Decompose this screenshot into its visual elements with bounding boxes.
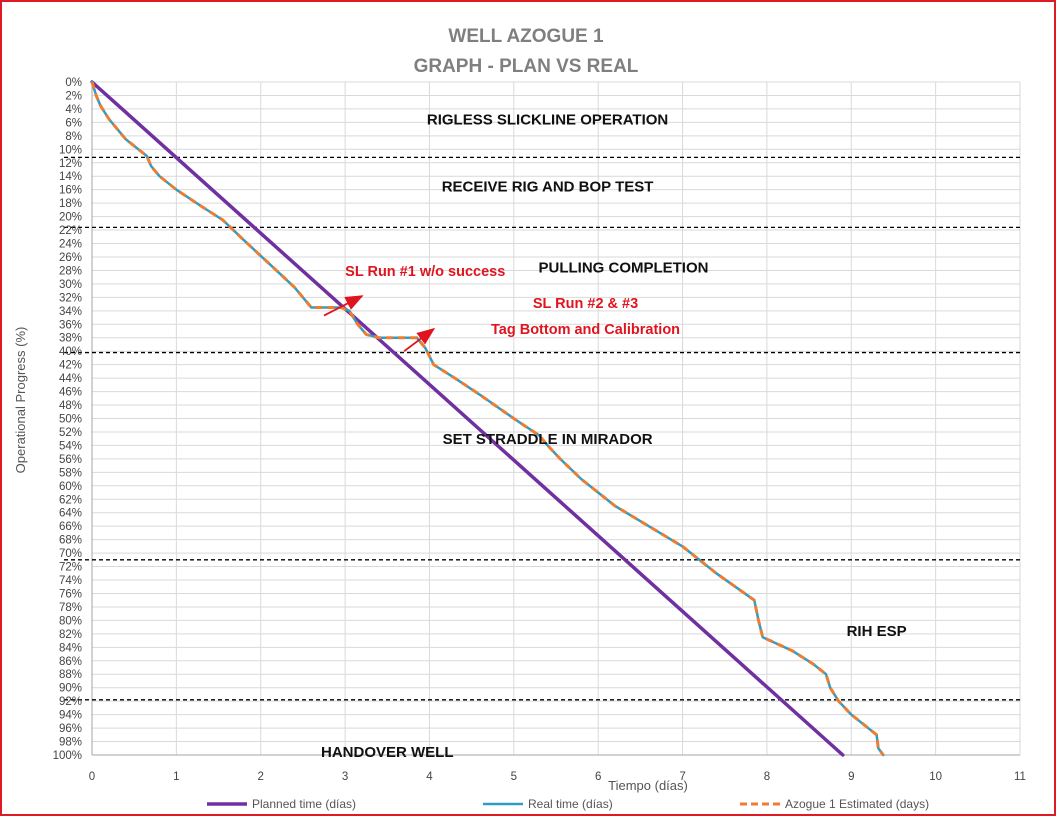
- y-tick-label: 86%: [59, 656, 82, 668]
- y-tick-label: 6%: [65, 117, 82, 129]
- y-tick-label: 34%: [59, 306, 82, 318]
- series-line-1: [90, 80, 845, 757]
- chart-subtitle: GRAPH - PLAN VS REAL: [414, 56, 639, 77]
- x-tick-label: 7: [679, 771, 685, 783]
- y-tick-label: 12%: [59, 158, 82, 170]
- y-tick-label: 52%: [59, 427, 82, 439]
- y-tick-label: 18%: [59, 198, 82, 210]
- x-tick-label: 5: [511, 771, 517, 783]
- legend-label: Real time (días): [528, 797, 613, 811]
- y-tick-label: 56%: [59, 454, 82, 466]
- y-tick-label: 96%: [59, 723, 82, 735]
- annotation-arrow: [323, 295, 364, 317]
- phase-label: SET STRADDLE IN MIRADOR: [443, 431, 653, 448]
- y-tick-label: 40%: [59, 346, 82, 358]
- y-tick-label: 72%: [59, 562, 82, 574]
- chart-title: WELL AZOGUE 1: [448, 26, 604, 47]
- y-tick-label: 78%: [59, 602, 82, 614]
- y-tick-label: 74%: [59, 575, 82, 587]
- x-tick-label: 3: [342, 771, 348, 783]
- y-tick-label: 60%: [59, 481, 82, 493]
- y-tick-label: 30%: [59, 279, 82, 291]
- y-tick-label: 54%: [59, 440, 82, 452]
- legend-label: Azogue 1 Estimated (days): [785, 797, 929, 811]
- y-tick-label: 8%: [65, 131, 82, 143]
- y-tick-label: 58%: [59, 467, 82, 479]
- y-tick-label: 24%: [59, 239, 82, 251]
- y-tick-label: 82%: [59, 629, 82, 641]
- x-tick-label: 9: [848, 771, 854, 783]
- y-tick-label: 94%: [59, 710, 82, 722]
- y-tick-label: 20%: [59, 212, 82, 224]
- phase-label: PULLING COMPLETION: [538, 259, 708, 276]
- x-tick-label: 1: [173, 771, 179, 783]
- y-tick-label: 80%: [59, 615, 82, 627]
- annotations: SL Run #1 w/o success SL Run #2 & #3 Tag B…: [323, 264, 680, 352]
- x-tick-label: 11: [1014, 771, 1026, 783]
- y-tick-label: 0%: [65, 77, 82, 89]
- phase-label: HANDOVER WELL: [321, 744, 454, 761]
- y-tick-label: 62%: [59, 494, 82, 506]
- y-tick-label: 46%: [59, 387, 82, 399]
- x-tick-label: 4: [426, 771, 433, 783]
- y-tick-label: 76%: [59, 588, 82, 600]
- y-tick-label: 32%: [59, 292, 82, 304]
- legend-label: Planned time (días): [252, 797, 356, 811]
- phase-label: RIH ESP: [847, 623, 907, 640]
- y-tick-label: 4%: [65, 104, 82, 116]
- y-tick-label: 14%: [59, 171, 82, 183]
- legend: Planned time (días) Real time (días) Azogu…: [207, 797, 929, 811]
- y-tick-label: 22%: [59, 225, 82, 237]
- x-axis-title: Tiempo (días): [608, 778, 688, 793]
- x-tick-label: 6: [595, 771, 601, 783]
- y-tick-label: 36%: [59, 319, 82, 331]
- y-tick-label: 100%: [53, 750, 82, 762]
- y-tick-label: 16%: [59, 185, 82, 197]
- y-axis-title: Operational Progress (%): [13, 327, 28, 474]
- annotation-text: Tag Bottom and Calibration: [491, 322, 680, 338]
- y-tick-label: 28%: [59, 265, 82, 277]
- y-tick-label: 44%: [59, 373, 82, 385]
- y-tick-label: 50%: [59, 414, 82, 426]
- y-tick-label: 90%: [59, 683, 82, 695]
- y-tick-label: 42%: [59, 360, 82, 372]
- y-tick-label: 48%: [59, 400, 82, 412]
- annotation-text: SL Run #1 w/o success: [345, 264, 505, 280]
- annotation-text: SL Run #2 & #3: [533, 296, 638, 312]
- y-tick-label: 84%: [59, 642, 82, 654]
- y-tick-label: 10%: [59, 144, 82, 156]
- phase-label: RECEIVE RIG AND BOP TEST: [442, 179, 654, 196]
- y-tick-label: 70%: [59, 548, 82, 560]
- y-tick-label: 88%: [59, 669, 82, 681]
- grid-layer: [91, 81, 1021, 756]
- y-tick-label: 38%: [59, 333, 82, 345]
- y-tick-label: 98%: [59, 737, 82, 749]
- x-tick-label: 10: [929, 771, 942, 783]
- annotation-arrow: [403, 327, 436, 352]
- y-tick-label: 66%: [59, 521, 82, 533]
- y-tick-label: 64%: [59, 508, 82, 520]
- phase-labels: RIGLESS SLICKLINE OPERATION RECEIVE RIG A…: [321, 111, 907, 761]
- y-tick-label: 2%: [65, 90, 82, 102]
- x-tick-label: 8: [764, 771, 770, 783]
- phase-dividers: [64, 156, 1022, 701]
- x-tick-label: 2: [258, 771, 264, 783]
- y-tick-label: 92%: [59, 696, 82, 708]
- y-tick-label: 26%: [59, 252, 82, 264]
- x-tick-label: 0: [89, 771, 95, 783]
- y-tick-labels: 0%2% 4%6% 8%10% 12%14% 16%18% 20%22% 24%26%28%…: [53, 77, 82, 762]
- phase-label: RIGLESS SLICKLINE OPERATION: [427, 111, 668, 128]
- x-tick-labels: 0 1 2 3 4 5 6 7 8 9 10 11: [89, 771, 1026, 783]
- y-tick-label: 68%: [59, 535, 82, 547]
